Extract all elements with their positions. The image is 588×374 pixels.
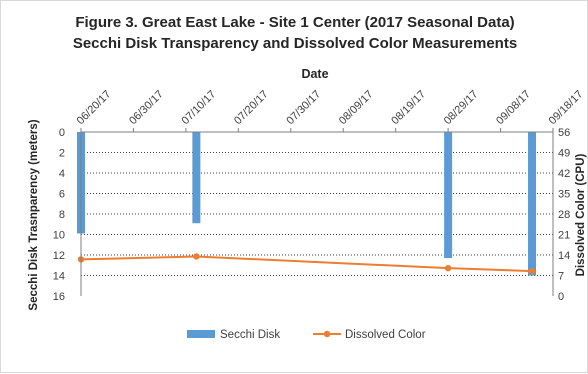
y-right-tick-label: 7 — [558, 271, 564, 283]
y-axis-left-title: Secchi Disk Trasnparency (meters) — [28, 119, 40, 310]
y-right-tick-label: 0 — [558, 291, 564, 303]
chart-subtitle: Secchi Disk Transparency and Dissolved C… — [73, 35, 517, 52]
legend-marker-dissolved-color — [323, 330, 331, 338]
dissolved-color-point — [528, 267, 536, 275]
dissolved-color-line — [77, 253, 536, 275]
y-left-tick-label: 10 — [53, 230, 65, 242]
secchi-disk-bar — [528, 132, 537, 276]
dissolved-color-polyline — [80, 255, 533, 273]
y-left-tick-label: 2 — [59, 148, 65, 160]
y-left-tick-label: 8 — [59, 209, 65, 221]
x-tick-label: 06/30/17 — [127, 88, 166, 127]
dissolved-color-point — [444, 264, 452, 272]
x-tick-label: 06/20/17 — [75, 88, 114, 127]
y-left-tick-label: 12 — [53, 250, 65, 262]
y-left-tick-label: 6 — [59, 189, 65, 201]
x-axis-title: Date — [301, 67, 328, 81]
secchi-disk-bar — [444, 132, 453, 259]
y-right-tick-label: 49 — [558, 148, 570, 160]
x-tick-label: 08/09/17 — [337, 88, 376, 127]
legend: Secchi Disk Dissolved Color — [187, 329, 426, 341]
y-left-tick-label: 16 — [53, 291, 65, 303]
y-right-tick-label: 14 — [558, 250, 570, 262]
chart-title: Figure 3. Great East Lake - Site 1 Cente… — [75, 14, 514, 31]
x-tick-label: 08/19/17 — [389, 88, 428, 127]
y-right-tick-label: 56 — [558, 127, 570, 139]
gridlines — [81, 152, 553, 276]
y-left-tick-label: 14 — [53, 271, 65, 283]
y-right-tick-label: 42 — [558, 168, 570, 180]
y-right-tick-label: 35 — [558, 189, 570, 201]
y-right-tick-label: 21 — [558, 230, 570, 242]
secchi-bars — [77, 132, 537, 276]
legend-label-dissolved-color: Dissolved Color — [345, 329, 426, 341]
y-right-tick-label: 28 — [558, 209, 570, 221]
x-tick-label: 07/20/17 — [232, 88, 271, 127]
x-tick-label: 08/29/17 — [442, 88, 481, 127]
secchi-disk-bar — [192, 132, 201, 224]
x-tick-label: 09/18/17 — [547, 88, 586, 127]
y-axis-right-title: Dissolved Color (CPU) — [575, 153, 587, 276]
legend-label-secchi-disk: Secchi Disk — [220, 329, 280, 341]
x-tick-label: 09/08/17 — [494, 88, 533, 127]
y-left-tick-label: 0 — [59, 127, 65, 139]
x-tick-label: 07/30/17 — [284, 88, 323, 127]
y-left-tick-label: 4 — [59, 168, 65, 180]
legend-swatch-secchi-disk — [187, 330, 215, 338]
x-tick-label: 07/10/17 — [180, 88, 219, 127]
dissolved-color-point — [193, 253, 200, 260]
